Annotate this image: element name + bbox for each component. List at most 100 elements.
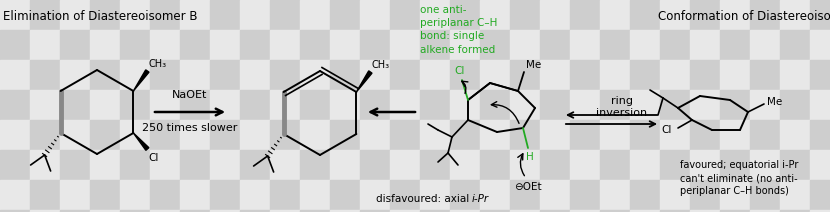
Bar: [330, 30, 360, 60]
Bar: [720, 120, 750, 150]
Bar: [120, 0, 150, 30]
Bar: [90, 30, 120, 60]
Bar: [450, 180, 480, 210]
Bar: [60, 30, 90, 60]
Bar: [420, 210, 450, 212]
Bar: [390, 150, 420, 180]
Bar: [750, 0, 780, 30]
Text: disfavoured: axial: disfavoured: axial: [375, 194, 472, 204]
Bar: [0, 90, 30, 120]
Bar: [480, 30, 510, 60]
Bar: [210, 180, 240, 210]
Text: ring
inversion: ring inversion: [597, 96, 647, 118]
Bar: [60, 120, 90, 150]
Bar: [210, 60, 240, 90]
Bar: [780, 0, 810, 30]
Bar: [360, 150, 390, 180]
Bar: [30, 60, 60, 90]
Bar: [810, 120, 830, 150]
Bar: [690, 180, 720, 210]
Bar: [510, 120, 540, 150]
Bar: [510, 60, 540, 90]
Bar: [750, 120, 780, 150]
Bar: [390, 180, 420, 210]
Bar: [150, 210, 180, 212]
Bar: [510, 150, 540, 180]
Bar: [300, 0, 330, 30]
Bar: [240, 90, 270, 120]
Bar: [360, 60, 390, 90]
Bar: [480, 60, 510, 90]
Bar: [690, 30, 720, 60]
Bar: [270, 210, 300, 212]
Bar: [450, 60, 480, 90]
Bar: [630, 60, 660, 90]
Bar: [810, 210, 830, 212]
Text: Cl: Cl: [455, 66, 465, 76]
Bar: [630, 90, 660, 120]
Bar: [240, 180, 270, 210]
Bar: [780, 150, 810, 180]
Bar: [90, 0, 120, 30]
Bar: [750, 180, 780, 210]
Bar: [810, 30, 830, 60]
Bar: [60, 210, 90, 212]
Bar: [720, 0, 750, 30]
Bar: [0, 120, 30, 150]
Bar: [150, 120, 180, 150]
Bar: [180, 180, 210, 210]
Bar: [450, 0, 480, 30]
Bar: [150, 90, 180, 120]
Bar: [750, 210, 780, 212]
Bar: [570, 150, 600, 180]
Bar: [540, 60, 570, 90]
Bar: [270, 0, 300, 30]
Bar: [690, 210, 720, 212]
Bar: [420, 180, 450, 210]
Bar: [120, 120, 150, 150]
Bar: [540, 0, 570, 30]
Polygon shape: [134, 70, 149, 91]
Bar: [330, 180, 360, 210]
Text: CH₃: CH₃: [371, 60, 389, 70]
Bar: [660, 0, 690, 30]
Bar: [690, 120, 720, 150]
Bar: [540, 180, 570, 210]
Bar: [480, 150, 510, 180]
Bar: [240, 30, 270, 60]
Bar: [570, 120, 600, 150]
Polygon shape: [134, 133, 149, 150]
Bar: [540, 90, 570, 120]
Bar: [390, 90, 420, 120]
Bar: [210, 120, 240, 150]
Bar: [330, 60, 360, 90]
Bar: [450, 210, 480, 212]
Bar: [630, 210, 660, 212]
Bar: [540, 30, 570, 60]
Bar: [120, 90, 150, 120]
Bar: [60, 180, 90, 210]
Bar: [600, 150, 630, 180]
Bar: [600, 30, 630, 60]
Bar: [540, 150, 570, 180]
Bar: [300, 120, 330, 150]
Bar: [510, 0, 540, 30]
Bar: [570, 180, 600, 210]
Bar: [330, 150, 360, 180]
Bar: [60, 150, 90, 180]
Bar: [390, 0, 420, 30]
Bar: [240, 120, 270, 150]
Bar: [690, 150, 720, 180]
Bar: [480, 90, 510, 120]
Bar: [600, 90, 630, 120]
Bar: [450, 150, 480, 180]
Bar: [300, 210, 330, 212]
Bar: [780, 90, 810, 120]
Bar: [450, 90, 480, 120]
Bar: [660, 90, 690, 120]
Bar: [300, 90, 330, 120]
Bar: [90, 60, 120, 90]
Bar: [420, 150, 450, 180]
Bar: [0, 150, 30, 180]
Bar: [90, 90, 120, 120]
